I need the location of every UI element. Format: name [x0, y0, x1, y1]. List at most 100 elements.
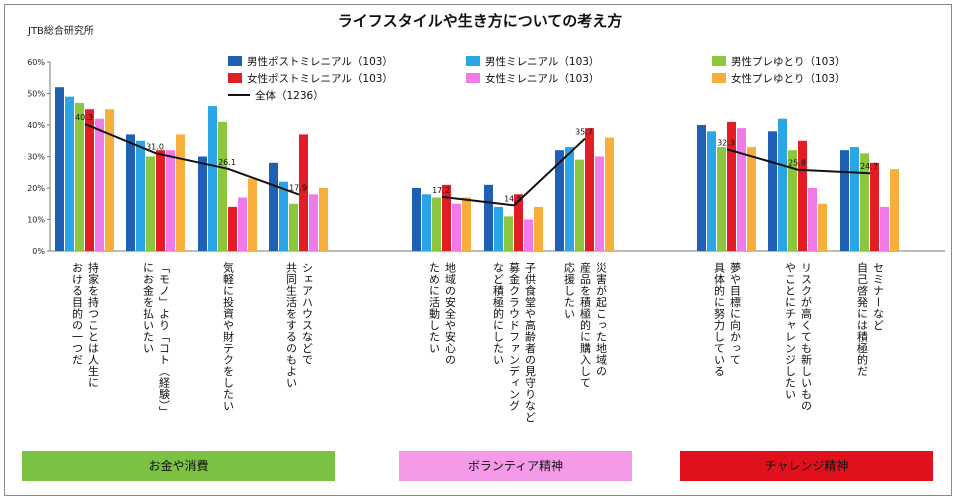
- bar-4-6: [514, 194, 523, 251]
- bar-2-4: [279, 181, 288, 251]
- bar-4-7: [585, 128, 594, 251]
- category-label-7: 応援したい: [563, 261, 576, 320]
- bar-5-1: [95, 118, 104, 251]
- bar-3-7: [575, 159, 584, 251]
- overall-data-label: 24.7: [860, 162, 878, 171]
- legend-swatch-4: [228, 73, 242, 83]
- category-label-6: 募金クラウドファンディング: [508, 262, 521, 412]
- bar-6-5: [462, 197, 471, 251]
- category-label-6: 子供食堂や高齢者の見守りなど: [524, 262, 537, 423]
- legend-label-4: 女性ポストミレニアル（103）: [247, 72, 393, 85]
- y-tick-label: 40%: [27, 121, 45, 130]
- bar-1-1: [55, 87, 64, 251]
- bar-5-7: [595, 156, 604, 251]
- category-label-7: 災害が起こった地域の: [595, 262, 608, 377]
- y-tick-label: 50%: [27, 90, 45, 99]
- source-label: JTB総合研究所: [28, 26, 94, 37]
- bar-1-5: [412, 188, 421, 251]
- bar-6-7: [605, 137, 614, 251]
- bar-3-4: [289, 203, 298, 251]
- bar-2-8: [707, 131, 716, 251]
- legend-label-5: 女性ミレニアル（103）: [485, 72, 599, 85]
- legend-swatch-6: [712, 73, 726, 83]
- category-label-10: セミナーなど: [872, 262, 885, 331]
- bar-4-10: [870, 162, 879, 251]
- bar-2-10: [850, 147, 859, 251]
- bar-3-2: [146, 156, 155, 251]
- bar-6-10: [890, 169, 899, 251]
- group-band-3: チャレンジ精神: [680, 451, 933, 481]
- overall-data-label: 32.3: [717, 138, 735, 147]
- bar-3-5: [432, 197, 441, 251]
- legend-label-1: 男性ポストミレニアル（103）: [247, 55, 393, 68]
- bar-2-3: [208, 106, 217, 251]
- chart-title: ライフスタイルや生き方についての考え方: [337, 12, 623, 30]
- bar-1-3: [198, 156, 207, 251]
- bar-5-5: [452, 203, 461, 251]
- group-band-2: ボランティア精神: [399, 451, 632, 481]
- overall-data-label: 35.7: [575, 128, 593, 137]
- category-label-1: おける目的の一つだ: [71, 262, 84, 366]
- y-tick-label: 0%: [32, 247, 45, 256]
- bar-2-5: [422, 194, 431, 251]
- bar-3-10: [860, 153, 869, 251]
- bar-5-10: [880, 206, 889, 251]
- bar-1-9: [768, 131, 777, 251]
- bar-6-1: [105, 109, 114, 251]
- bar-5-8: [737, 128, 746, 251]
- bar-4-9: [798, 140, 807, 251]
- bar-2-9: [778, 118, 787, 251]
- bar-2-1: [65, 96, 74, 252]
- y-tick-label: 20%: [27, 184, 45, 193]
- overall-data-label: 26.1: [218, 158, 236, 167]
- legend-label-2: 男性ミレニアル（103）: [485, 55, 599, 68]
- bar-6-2: [176, 134, 185, 251]
- bar-1-2: [126, 134, 135, 251]
- category-label-3: 気軽に投資や財テクをしたい: [222, 261, 235, 412]
- bar-5-9: [808, 188, 817, 251]
- bar-4-2: [156, 150, 165, 251]
- overall-data-label: 31.0: [146, 142, 164, 151]
- bar-2-2: [136, 140, 145, 251]
- bar-4-1: [85, 109, 94, 251]
- category-label-7: 産品を積極的に購入して: [579, 262, 592, 389]
- category-label-2: にお金を払いたい: [142, 262, 155, 354]
- bar-1-4: [269, 162, 278, 251]
- bar-3-8: [717, 147, 726, 251]
- category-label-8: 夢や目標に向かって: [729, 262, 742, 366]
- category-label-9: リスクが高くても新しいもの: [800, 262, 813, 412]
- bar-1-6: [484, 184, 493, 251]
- bar-6-6: [534, 206, 543, 251]
- y-tick-label: 60%: [27, 58, 45, 67]
- bar-3-9: [788, 150, 797, 251]
- legend-label-overall: 全体（1236）: [255, 89, 324, 102]
- bar-2-6: [494, 206, 503, 251]
- bar-4-3: [228, 206, 237, 251]
- category-label-1: 持家を持つことは人生に: [87, 261, 100, 389]
- category-label-9: やことにチャレンジしたい: [784, 262, 797, 400]
- bar-1-10: [840, 150, 849, 251]
- bar-4-5: [442, 184, 451, 251]
- overall-line-segment-2: [441, 137, 586, 207]
- bar-3-3: [218, 121, 227, 251]
- overall-data-label: 25.8: [788, 159, 806, 168]
- bar-5-2: [166, 150, 175, 251]
- legend-swatch-1: [228, 56, 242, 66]
- bar-1-7: [555, 150, 564, 251]
- overall-line-segment-3: [726, 148, 871, 175]
- overall-line-segment-1: [84, 123, 300, 196]
- group-band-1: お金や消費: [22, 451, 335, 481]
- y-tick-label: 30%: [27, 153, 45, 162]
- category-label-2: 「モノ」より「コト（経験）」: [158, 262, 171, 418]
- bar-3-6: [504, 216, 513, 251]
- overall-data-label: 17.9: [289, 184, 307, 193]
- bar-6-9: [818, 203, 827, 251]
- category-label-8: 具体的に努力している: [713, 262, 726, 377]
- category-label-4: シェアハウスなどで: [301, 262, 314, 366]
- bar-6-4: [319, 188, 328, 251]
- legend-label-3: 男性プレゆとり（103）: [731, 55, 846, 68]
- overall-data-label: 14.5: [504, 194, 522, 203]
- bar-6-3: [248, 178, 257, 251]
- bar-1-8: [697, 125, 706, 251]
